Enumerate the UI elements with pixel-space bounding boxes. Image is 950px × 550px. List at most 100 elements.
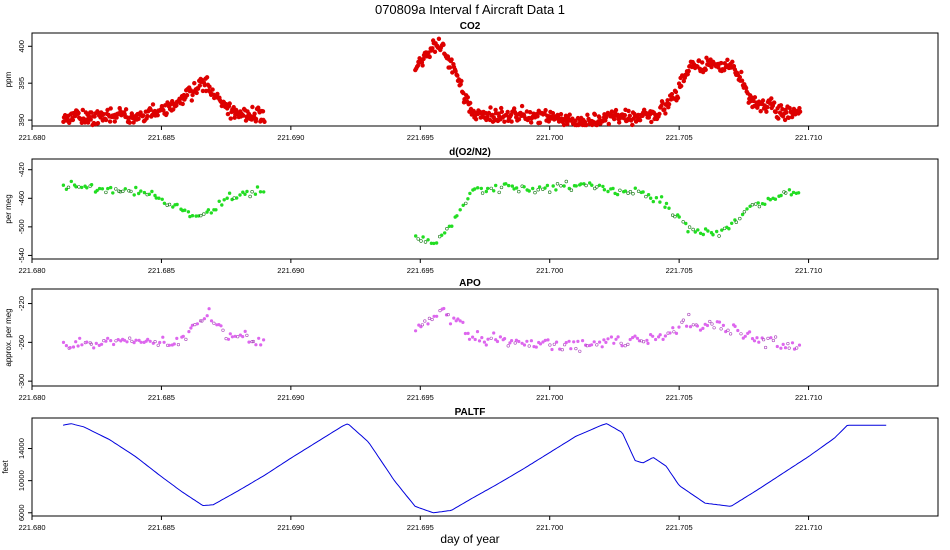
data-point [455, 214, 459, 218]
series-co2 [61, 36, 803, 128]
ytick-label: -220 [17, 296, 26, 311]
data-point [597, 115, 602, 120]
data-point [779, 346, 783, 350]
data-point [768, 198, 772, 202]
data-point [480, 336, 484, 340]
data-point [546, 119, 551, 124]
data-point [646, 341, 650, 346]
data-point [446, 313, 450, 317]
data-point [663, 205, 667, 209]
data-point [206, 208, 211, 212]
xtick-label: 221.690 [277, 266, 304, 275]
data-point [769, 96, 774, 101]
data-point [569, 188, 574, 192]
data-point [729, 221, 734, 226]
data-point [199, 319, 203, 323]
data-point [465, 95, 470, 100]
panel-do2n2: d(O2/N2) per meg 221.680 221.685 221.690… [4, 147, 939, 275]
data-point [734, 220, 738, 224]
data-point [476, 186, 480, 190]
data-point [616, 335, 620, 339]
data-point [516, 117, 522, 122]
data-point [95, 120, 101, 126]
data-point [572, 340, 576, 344]
data-point [595, 343, 599, 347]
data-point [432, 314, 436, 318]
data-point [112, 119, 118, 124]
data-point [606, 189, 610, 194]
data-point [167, 202, 172, 207]
panel-title-do2n2: d(O2/N2) [449, 147, 491, 158]
data-point [592, 340, 596, 344]
data-point [789, 193, 793, 197]
data-point [567, 339, 571, 343]
data-point [258, 190, 263, 194]
data-point [627, 113, 632, 119]
data-point [797, 105, 802, 111]
ytick-label: 10000 [17, 470, 26, 491]
data-point [760, 336, 764, 340]
data-point [745, 207, 749, 211]
data-point [513, 341, 517, 345]
data-point [589, 343, 594, 347]
ytick-label: 395 [17, 77, 26, 90]
data-point [107, 119, 113, 124]
data-point [207, 84, 212, 89]
xtick-label: 221.695 [407, 393, 434, 402]
panel-co2: CO2 ppm 221.680 221.685 221.690 221.695 … [4, 21, 939, 142]
data-point [241, 335, 245, 339]
data-point [100, 187, 105, 191]
panel-apo: APO approx. per meg 221.680 221.685 221.… [4, 278, 939, 402]
data-point [80, 343, 84, 347]
ytick-label: -540 [17, 248, 26, 263]
data-point [477, 339, 482, 343]
data-point [693, 230, 697, 234]
data-point [548, 343, 552, 347]
data-point [786, 342, 790, 346]
data-point [245, 189, 249, 194]
data-point [426, 238, 430, 242]
data-point [514, 186, 519, 190]
data-point [748, 204, 752, 209]
data-point [710, 322, 714, 326]
data-point [656, 335, 661, 339]
data-point [776, 116, 781, 121]
data-point [116, 338, 120, 342]
xtick-label: 221.690 [277, 133, 304, 142]
data-point [720, 228, 724, 232]
data-point [684, 324, 689, 328]
data-point [505, 109, 510, 115]
xtick-label: 221.700 [536, 266, 563, 275]
data-point [165, 203, 169, 207]
data-point [657, 111, 662, 117]
data-point [183, 208, 187, 212]
data-point [674, 331, 679, 336]
data-point [602, 188, 607, 192]
data-point [459, 78, 464, 84]
data-point [150, 102, 156, 107]
data-point [458, 208, 462, 212]
data-point [443, 231, 447, 235]
data-point [137, 338, 141, 343]
xtick-label: 221.700 [536, 133, 563, 142]
data-point [202, 212, 206, 216]
data-point [678, 83, 684, 89]
data-point [69, 179, 74, 184]
data-point [231, 104, 236, 110]
data-point [733, 324, 737, 329]
data-point [620, 344, 624, 348]
data-point [114, 187, 118, 191]
data-point [538, 342, 543, 346]
data-point [784, 110, 789, 115]
xaxis-co2: 221.680 221.685 221.690 221.695 221.700 … [18, 126, 822, 142]
data-point [741, 336, 745, 340]
data-point [583, 343, 588, 347]
data-point [628, 337, 632, 342]
data-point [691, 227, 695, 232]
data-point [536, 188, 540, 192]
data-point [671, 326, 675, 330]
data-point [148, 107, 153, 113]
data-point [85, 120, 91, 125]
data-point [136, 116, 141, 122]
data-point [658, 200, 662, 204]
